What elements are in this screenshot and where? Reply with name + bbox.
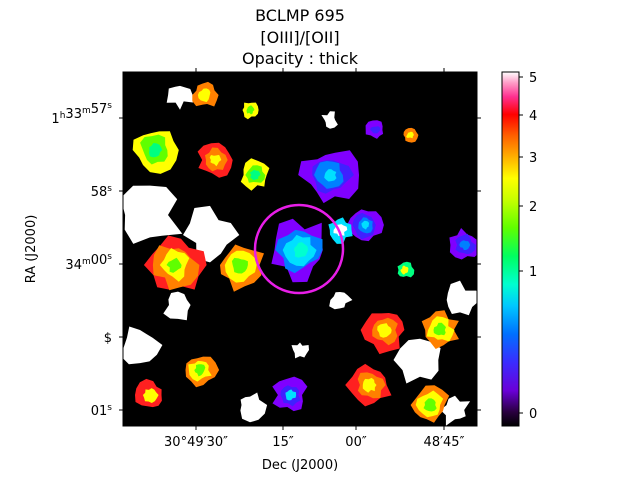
emission-region bbox=[423, 398, 437, 412]
emission-region bbox=[293, 242, 309, 258]
masked-region bbox=[440, 395, 471, 426]
colorbar-tick-label: 1 bbox=[529, 265, 537, 280]
emission-region bbox=[246, 105, 255, 115]
x-axis-label: Dec (J2000) bbox=[262, 458, 338, 473]
y-tick-label: 1h33m57s bbox=[51, 101, 112, 127]
x-tick-label: 48′45″ bbox=[424, 435, 465, 450]
masked-region bbox=[123, 185, 183, 244]
emission-region bbox=[400, 265, 409, 275]
masked-region bbox=[240, 392, 268, 423]
emission-region bbox=[285, 389, 297, 401]
x-tick-label: 30°49′30″ bbox=[164, 435, 228, 450]
plot-frame bbox=[122, 71, 478, 427]
emission-region bbox=[459, 240, 471, 250]
masked-region bbox=[291, 342, 309, 359]
emission-region bbox=[194, 364, 206, 377]
masked-region bbox=[183, 205, 240, 263]
emission-region bbox=[361, 220, 370, 230]
emission-region bbox=[166, 257, 182, 273]
emission-region bbox=[433, 322, 446, 336]
x-tick-label: 15″ bbox=[272, 435, 294, 450]
masked-region bbox=[163, 291, 191, 321]
colorbar-tick-label: 3 bbox=[529, 151, 537, 166]
x-axis: 30°49′30″ 15″ 00″ 48′45″ bbox=[164, 68, 465, 450]
colorbar-ticks: 0 1 2 3 4 5 bbox=[519, 71, 537, 422]
masked-region bbox=[329, 292, 353, 310]
y-tick-label: $ bbox=[104, 331, 112, 346]
y-axis-label: RA (J2000) bbox=[24, 215, 39, 284]
heatmap-image bbox=[123, 72, 477, 426]
masked-region bbox=[321, 111, 338, 129]
masked-region bbox=[123, 326, 163, 365]
colorbar-tick-label: 2 bbox=[529, 200, 537, 215]
chart-title-line-2: [OIII]/[OII] bbox=[260, 28, 340, 47]
emission-region bbox=[149, 143, 163, 158]
y-axis: 1h33m57s 58s 34m00s $01s bbox=[51, 101, 481, 419]
y-tick-label: 34m00s bbox=[65, 252, 112, 273]
emission-region bbox=[209, 154, 222, 167]
x-tick-label: 00″ bbox=[345, 435, 367, 450]
emission-region bbox=[142, 388, 159, 403]
y-tick-label: 01s bbox=[91, 403, 113, 419]
colorbar bbox=[501, 71, 520, 427]
masked-region bbox=[446, 280, 477, 316]
masked-region bbox=[166, 85, 193, 110]
emission-region bbox=[231, 257, 248, 274]
masked-region bbox=[393, 338, 441, 384]
y-tick-label: 58s bbox=[91, 184, 113, 200]
emission-region bbox=[406, 131, 414, 139]
colorbar-tick-label: 0 bbox=[529, 407, 537, 422]
chart-title-line-1: BCLMP 695 bbox=[255, 6, 345, 25]
emission-region bbox=[362, 377, 377, 393]
colorbar-tick-label: 4 bbox=[529, 109, 537, 124]
emission-region bbox=[377, 323, 392, 338]
colorbar-tick-label: 5 bbox=[529, 71, 537, 86]
aperture-circle bbox=[253, 203, 345, 295]
emission-region bbox=[324, 169, 337, 182]
chart-title-line-3: Opacity : thick bbox=[241, 49, 359, 68]
emission-region bbox=[370, 126, 381, 134]
emission-region bbox=[249, 169, 261, 181]
emission-region bbox=[197, 88, 211, 103]
